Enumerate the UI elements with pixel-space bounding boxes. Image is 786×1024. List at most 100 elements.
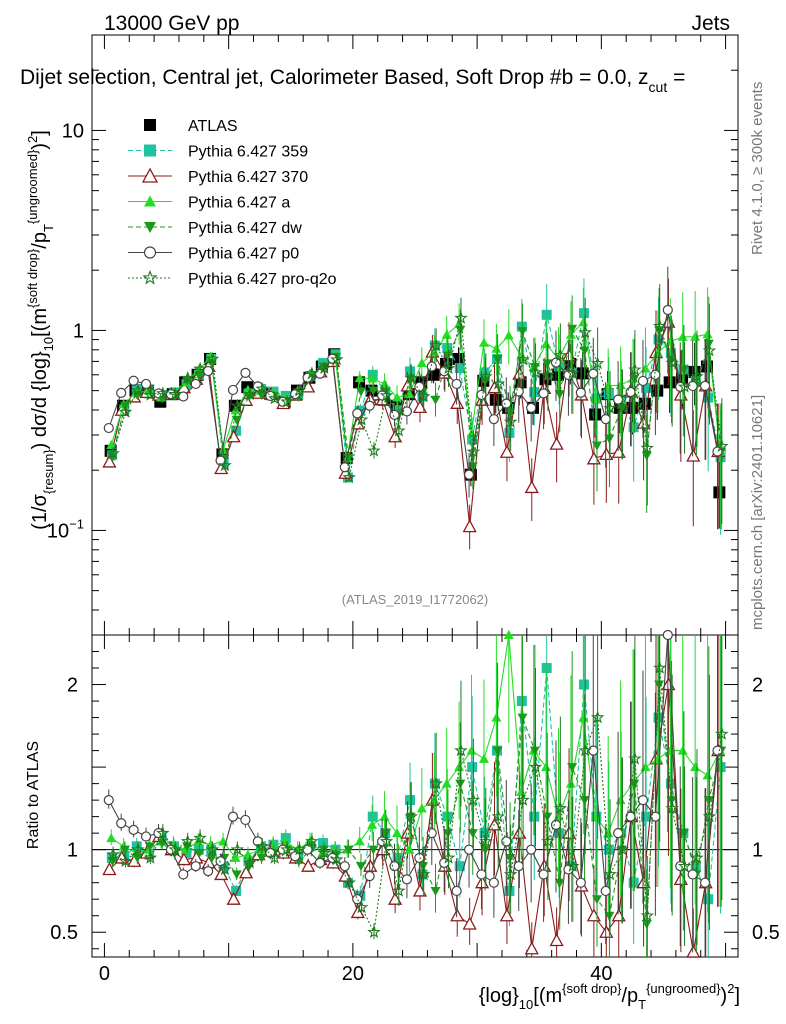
legend-label-p359: Pythia 6.427 359 — [188, 144, 308, 161]
point-pdw — [567, 324, 578, 334]
analysis-watermark: (ATLAS_2019_I1772062) — [342, 592, 488, 607]
ratio-point-p370 — [499, 908, 515, 922]
ratio-point-pdw — [380, 829, 391, 839]
point-pp0 — [203, 365, 214, 377]
point-p370 — [512, 366, 527, 380]
ratio-point-p359 — [715, 762, 726, 773]
ratio-point-pq2o — [379, 834, 394, 848]
point-pp0 — [600, 414, 611, 425]
ratio-point-p359 — [504, 885, 515, 896]
ratio-point-p370 — [388, 891, 403, 905]
ratio-point-pp0 — [401, 874, 413, 885]
ratio-tick-label-left: 0.5 — [50, 922, 78, 944]
point-pp0 — [116, 387, 127, 398]
ratio-point-p359 — [641, 811, 652, 822]
point-pa — [541, 339, 552, 349]
point-ATLAS — [427, 368, 440, 381]
ratio-point-pa — [305, 836, 316, 846]
ratio-point-p359 — [529, 811, 540, 822]
point-pdw — [231, 415, 242, 425]
point-pp0 — [178, 391, 189, 402]
point-pdw — [604, 434, 615, 444]
ratio-point-pdw — [703, 796, 714, 806]
ratio-point-pp0 — [314, 857, 326, 868]
point-pdw — [430, 395, 441, 405]
point-pq2o — [702, 343, 717, 357]
point-pa — [367, 373, 378, 383]
ratio-point-pq2o — [193, 830, 207, 844]
ratio-point-pq2o — [143, 850, 158, 864]
point-ATLAS — [576, 367, 589, 380]
point-pdw — [678, 365, 689, 375]
x-tick-label: 40 — [590, 963, 612, 985]
ratio-point-p370 — [450, 908, 465, 922]
point-p370 — [549, 436, 564, 450]
point-pdw — [703, 339, 714, 349]
point-pq2o — [317, 361, 331, 375]
point-pp0 — [526, 402, 537, 413]
point-pdw — [368, 386, 379, 396]
ratio-point-pp0 — [190, 861, 201, 872]
ratio-point-pa — [367, 819, 378, 829]
ratio-point-pdw — [368, 845, 379, 855]
point-pa — [441, 329, 452, 339]
point-pp0 — [128, 375, 139, 386]
ratio-point-pp0 — [575, 877, 586, 888]
ratio-point-pa — [354, 836, 365, 846]
ratio-point-pdw — [604, 911, 615, 921]
ratio-point-pdw — [567, 763, 578, 773]
ratio-point-pa — [404, 844, 415, 854]
legend-marker-p370 — [141, 167, 159, 183]
point-pp0 — [389, 409, 400, 421]
ratio-point-pq2o — [305, 834, 319, 848]
point-pq2o — [516, 352, 530, 366]
point-p359 — [516, 321, 527, 332]
ratio-point-pp0 — [426, 828, 437, 839]
ratio-point-pdw — [231, 870, 242, 880]
point-pq2o — [603, 401, 617, 415]
point-pq2o — [652, 319, 667, 332]
ratio-point-pq2o — [578, 743, 592, 757]
ratio-tick-label-right: 2 — [752, 675, 763, 697]
y-tick-label: 10 — [62, 120, 84, 142]
ratio-point-pq2o — [628, 751, 642, 765]
point-pq2o — [429, 338, 443, 352]
ratio-point-pq2o — [255, 839, 269, 853]
ratio-point-pdw — [430, 886, 441, 896]
ratio-point-p359 — [653, 712, 664, 723]
ratio-point-pq2o — [479, 834, 493, 848]
ratio-point-pq2o — [528, 759, 543, 773]
point-pa — [478, 337, 489, 347]
ratio-point-pq2o — [329, 852, 344, 866]
ratio-point-pp0 — [513, 861, 524, 872]
ratio-point-p359 — [442, 811, 453, 822]
point-pq2o — [491, 376, 506, 390]
point-pp0 — [227, 384, 239, 396]
ratio-point-pq2o — [218, 862, 232, 876]
point-ATLAS — [700, 360, 713, 373]
point-pp0 — [538, 388, 549, 399]
legend-label-pdw: Pythia 6.427 dw — [188, 220, 302, 237]
ratio-point-pq2o — [354, 900, 369, 914]
point-pdw — [542, 359, 553, 369]
ratio-point-pa — [106, 833, 117, 843]
ratio-point-pq2o — [441, 850, 456, 864]
ratio-point-pp0 — [140, 831, 152, 842]
point-pq2o — [118, 404, 133, 418]
ratio-point-pq2o — [565, 859, 580, 872]
ratio-point-pq2o — [131, 842, 145, 856]
ratio-tick-label-right: 0.5 — [752, 922, 780, 944]
ratio-point-pp0 — [488, 877, 499, 888]
point-pp0 — [650, 369, 661, 380]
ratio-point-pp0 — [463, 844, 475, 855]
ratio-point-p370 — [586, 908, 601, 922]
jets-label: Jets — [691, 12, 730, 35]
ratio-line-pa — [110, 634, 721, 859]
point-pdw — [629, 374, 640, 384]
point-pq2o — [205, 351, 220, 365]
point-pq2o — [354, 412, 369, 426]
point-pa — [106, 439, 117, 449]
point-pq2o — [466, 444, 481, 458]
point-pdw — [641, 451, 652, 461]
